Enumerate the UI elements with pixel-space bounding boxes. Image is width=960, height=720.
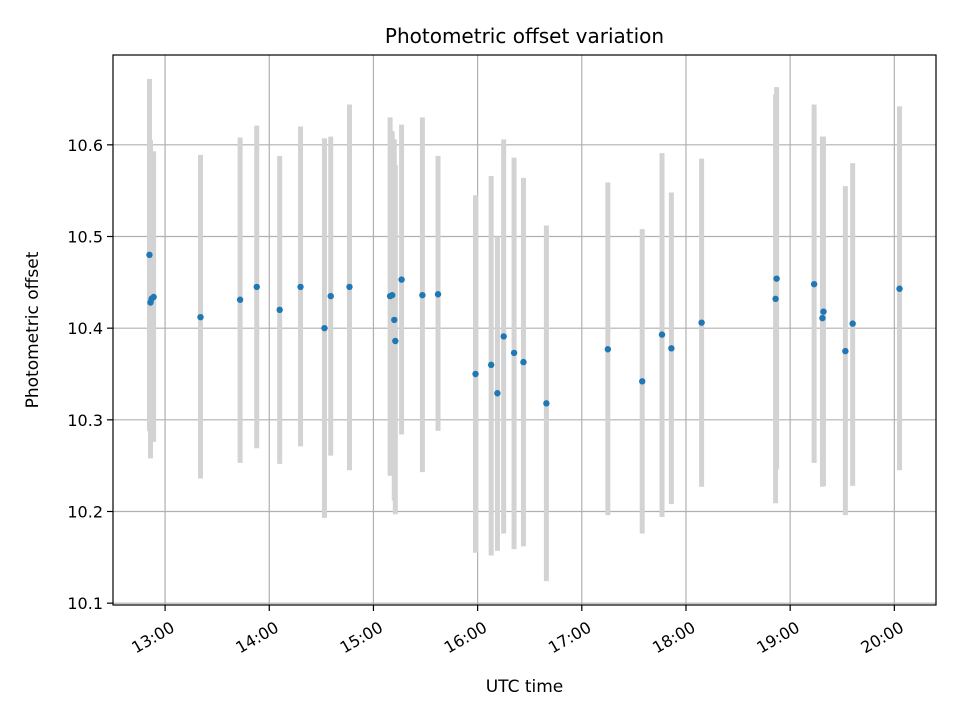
data-point xyxy=(487,361,495,369)
x-axis-label: UTC time xyxy=(486,677,564,697)
data-point xyxy=(398,276,405,283)
data-point xyxy=(849,320,856,327)
data-point xyxy=(810,280,818,288)
data-points xyxy=(146,251,903,407)
y-tick-label: 10.1 xyxy=(67,594,103,613)
data-point xyxy=(346,283,353,291)
data-point xyxy=(543,400,550,407)
y-tick-label: 10.3 xyxy=(67,411,103,430)
data-point xyxy=(773,275,780,282)
data-point xyxy=(500,333,507,340)
data-point xyxy=(253,283,260,291)
data-point xyxy=(520,358,527,366)
y-axis-label: Photometric offset xyxy=(23,251,43,408)
y-axis: 10.1 10.2 10.3 10.4 10.5 10.6 xyxy=(67,136,113,613)
data-point xyxy=(819,314,826,322)
data-point xyxy=(510,349,518,357)
data-point xyxy=(494,390,501,397)
data-point xyxy=(658,331,666,338)
data-point xyxy=(391,316,398,324)
data-point xyxy=(327,292,334,300)
y-tick-label: 10.4 xyxy=(67,319,103,338)
data-point xyxy=(434,291,442,298)
data-point xyxy=(604,346,612,353)
y-tick-label: 10.6 xyxy=(67,136,103,155)
data-point xyxy=(276,306,283,314)
data-point xyxy=(197,313,204,321)
data-point xyxy=(297,283,304,291)
data-point xyxy=(668,345,675,352)
y-tick-label: 10.5 xyxy=(67,228,103,247)
data-point xyxy=(772,295,779,303)
data-point xyxy=(146,251,153,259)
data-point xyxy=(820,308,827,315)
data-point xyxy=(419,291,426,299)
y-tick-label: 10.2 xyxy=(67,503,103,522)
data-point xyxy=(388,291,396,299)
data-point xyxy=(236,296,244,303)
data-point xyxy=(842,347,849,355)
data-point xyxy=(150,293,157,301)
data-point xyxy=(896,285,903,292)
data-point xyxy=(472,370,479,378)
data-point xyxy=(639,378,646,385)
chart-title: Photometric offset variation xyxy=(385,24,664,48)
plot-frame xyxy=(112,54,937,606)
data-point xyxy=(321,324,328,332)
data-point xyxy=(698,319,705,326)
data-point xyxy=(392,337,399,345)
